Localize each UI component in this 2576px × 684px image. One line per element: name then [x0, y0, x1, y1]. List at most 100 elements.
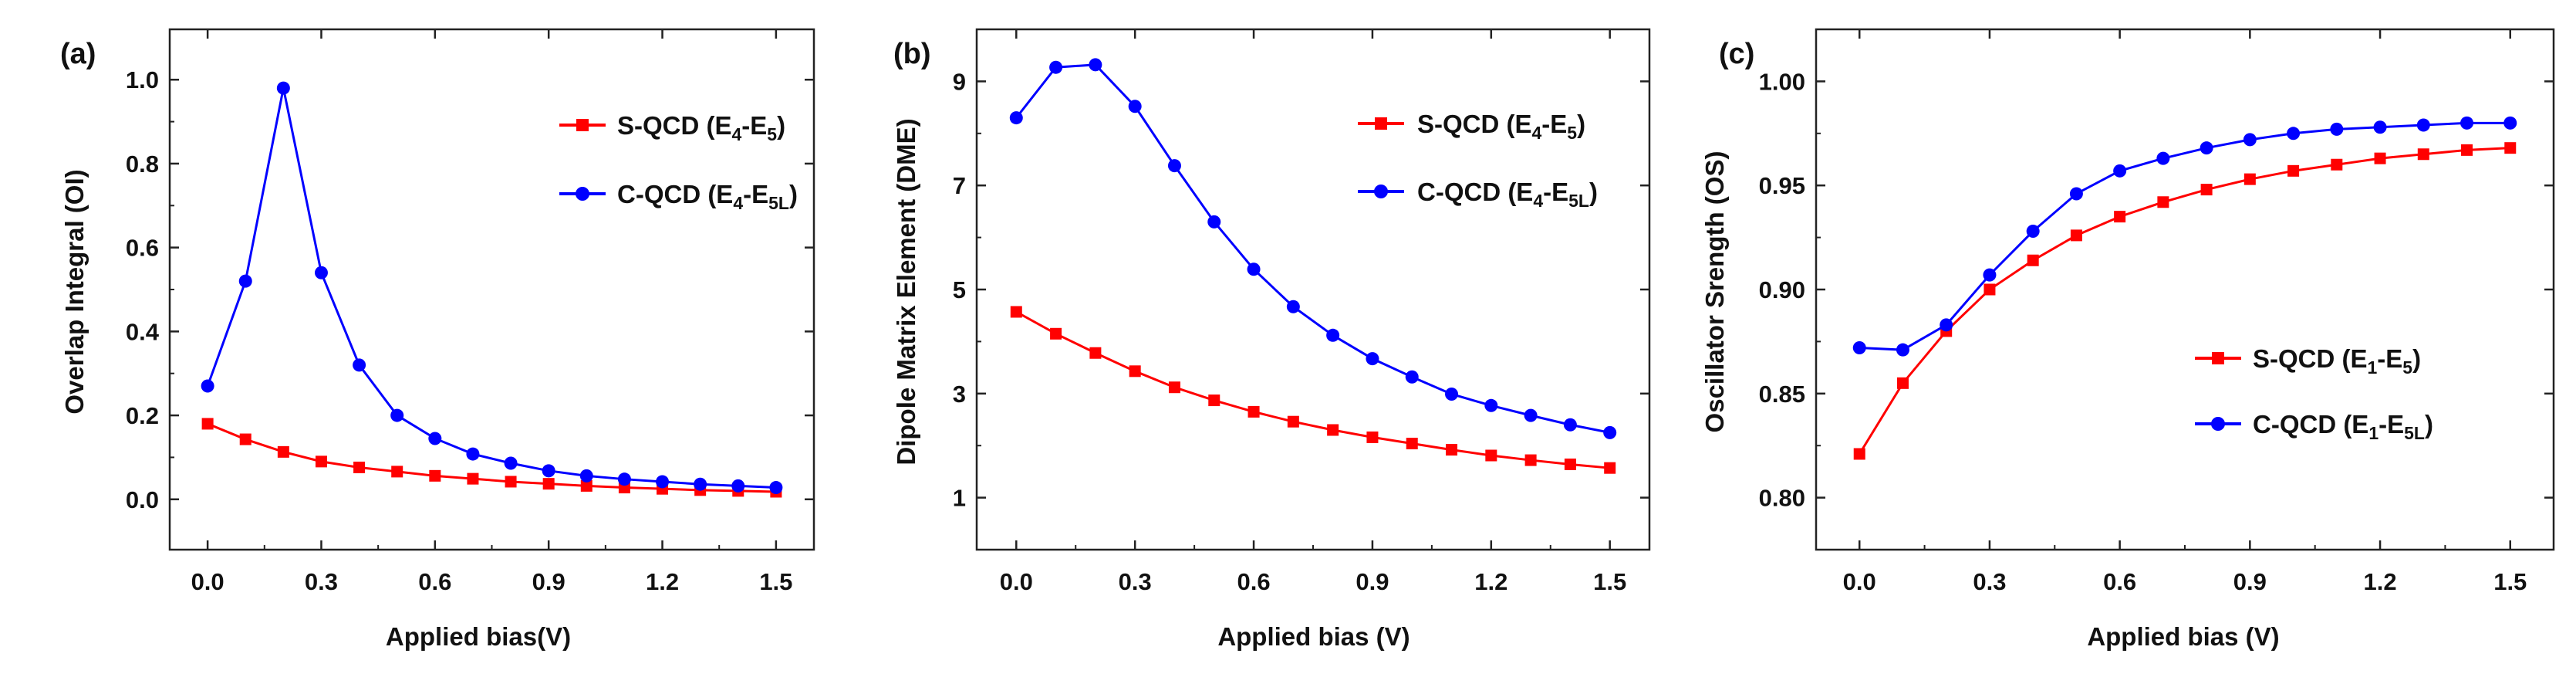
x-tick-label: 1.2: [2364, 568, 2397, 595]
data-point-c-qcd: [579, 469, 593, 483]
data-point-s-qcd: [1287, 415, 1299, 428]
data-point-s-qcd: [1564, 458, 1576, 470]
panel-c: (c) Oscillator Srength (OS) Applied bias…: [1700, 28, 2555, 651]
data-point-s-qcd: [1050, 327, 1062, 340]
y-tick-label: 0.80: [1759, 485, 1805, 512]
data-point-s-qcd: [1983, 283, 1996, 296]
series-line-c-qcd: [1015, 63, 1610, 434]
legend-subscript: 4: [732, 124, 742, 144]
legend-text: ): [789, 180, 798, 208]
data-point-s-qcd: [2070, 229, 2082, 242]
data-point-s-qcd: [201, 418, 214, 430]
legend-text: C-QCD (E: [617, 180, 733, 208]
legend-text: S-QCD (E: [2253, 344, 2368, 373]
x-tick-label: 1.5: [1593, 568, 1626, 595]
y-tick-label: 7: [953, 172, 966, 199]
plot-area: 0.0 0.3 0.6 0.9 1.2 1.5 1 3 5 7 9: [953, 28, 1651, 595]
data-point-c-qcd: [2200, 141, 2213, 155]
legend-marker-s-qcd: [576, 119, 589, 131]
data-point-c-qcd: [1247, 262, 1261, 276]
legend-text: S-QCD (E: [1417, 110, 1532, 138]
data-point-s-qcd: [1208, 394, 1220, 407]
data-point-c-qcd: [2069, 187, 2083, 201]
y-tick-label: 0.90: [1759, 276, 1805, 303]
x-tick-label: 1.2: [646, 568, 679, 595]
legend-subscript: 4: [733, 193, 743, 213]
data-point-c-qcd: [2026, 225, 2040, 239]
data-point-s-qcd: [505, 476, 517, 488]
data-point-c-qcd: [1167, 159, 1181, 173]
data-point-c-qcd: [2156, 151, 2170, 165]
data-point-s-qcd: [277, 445, 289, 458]
data-point-c-qcd: [1603, 425, 1617, 439]
data-point-s-qcd: [1247, 405, 1260, 418]
data-point-c-qcd: [1049, 60, 1063, 74]
data-point-c-qcd: [1563, 418, 1577, 432]
data-point-s-qcd: [2200, 184, 2213, 196]
data-point-c-qcd: [694, 477, 707, 491]
x-tick-label: 0.0: [1000, 568, 1033, 595]
legend-item-c-qcd: C-QCD (E4-E5L): [559, 180, 798, 213]
data-point-c-qcd: [731, 479, 745, 493]
y-axis-label: Overlap Integral (OI): [60, 169, 89, 414]
panel-label: (c): [1719, 38, 1754, 70]
y-tick-label: 1: [953, 485, 966, 512]
data-point-s-qcd: [2374, 152, 2386, 164]
y-tick-label: 0.6: [126, 235, 159, 262]
data-point-s-qcd: [429, 469, 441, 482]
data-point-s-qcd: [1406, 438, 1418, 450]
data-point-c-qcd: [1366, 352, 1379, 366]
data-point-s-qcd: [391, 466, 403, 478]
y-tick-label: 0.0: [126, 486, 159, 513]
legend-label-c-qcd: C-QCD (E4-E5L): [617, 180, 798, 213]
series-line-s-qcd: [1015, 310, 1610, 469]
y-tick-label: 9: [953, 68, 966, 95]
y-tick-label: 5: [953, 276, 966, 303]
legend-item-s-qcd: S-QCD (E4-E5): [559, 111, 785, 144]
data-point-c-qcd: [1852, 340, 1866, 354]
panel-a: (a) Overlap Integral (OI) Applied bias(V…: [60, 28, 815, 651]
legend-subscript: 4: [1533, 191, 1543, 211]
data-point-s-qcd: [2287, 164, 2300, 177]
y-axis-label: Oscillator Srength (OS): [1700, 151, 1729, 433]
data-point-s-qcd: [1896, 377, 1909, 389]
data-point-c-qcd: [2460, 116, 2474, 130]
legend-marker-s-qcd: [2212, 352, 2224, 364]
y-tick-label: 3: [953, 381, 966, 408]
data-point-s-qcd: [1524, 454, 1537, 466]
legend-marker-s-qcd: [1375, 117, 1387, 130]
data-point-c-qcd: [1445, 387, 1459, 401]
plot-area: 0.0 0.3 0.6 0.9 1.2 1.5 0.0 0.2 0.4 0.6 0.8 1.0: [126, 28, 815, 595]
legend-label-s-qcd: S-QCD (E1-E5): [2253, 344, 2421, 378]
y-tick-label: 0.4: [126, 318, 160, 345]
legend-label-c-qcd: C-QCD (E1-E5L): [2253, 410, 2433, 443]
data-point-c-qcd: [2330, 122, 2344, 136]
x-axis-label: Applied bias (V): [1217, 622, 1410, 651]
data-point-c-qcd: [314, 266, 328, 279]
series-line-s-qcd: [1858, 147, 2510, 455]
data-point-c-qcd: [201, 379, 214, 393]
y-tick-label: 1.0: [126, 66, 159, 93]
series-line-s-qcd: [207, 422, 776, 493]
data-point-c-qcd: [2416, 118, 2430, 132]
data-point-s-qcd: [2331, 158, 2343, 171]
legend-subscript: 5L: [768, 193, 789, 213]
data-point-c-qcd: [1326, 328, 1340, 342]
axes-frame: [975, 28, 1651, 551]
legend-item-s-qcd: S-QCD (E1-E5): [2195, 344, 2421, 378]
data-point-c-qcd: [1286, 300, 1300, 313]
data-point-c-qcd: [656, 475, 670, 489]
panel-label: (b): [893, 38, 931, 70]
data-point-c-qcd: [542, 464, 555, 478]
data-point-s-qcd: [2114, 211, 2126, 223]
legend-text: -E: [741, 111, 767, 140]
legend-subscript: 1: [2368, 423, 2378, 443]
panel-b: (b) Dipole Matrix Element (DME) Applied …: [892, 28, 1651, 651]
data-point-s-qcd: [353, 461, 366, 473]
x-tick-label: 0.9: [2233, 568, 2267, 595]
x-tick-label: 0.3: [1119, 568, 1152, 595]
legend-text: ): [1577, 110, 1585, 138]
axes-frame: [168, 28, 815, 551]
legend-subscript: 5L: [1568, 191, 1589, 211]
legend-label-s-qcd: S-QCD (E4-E5): [1417, 110, 1585, 143]
